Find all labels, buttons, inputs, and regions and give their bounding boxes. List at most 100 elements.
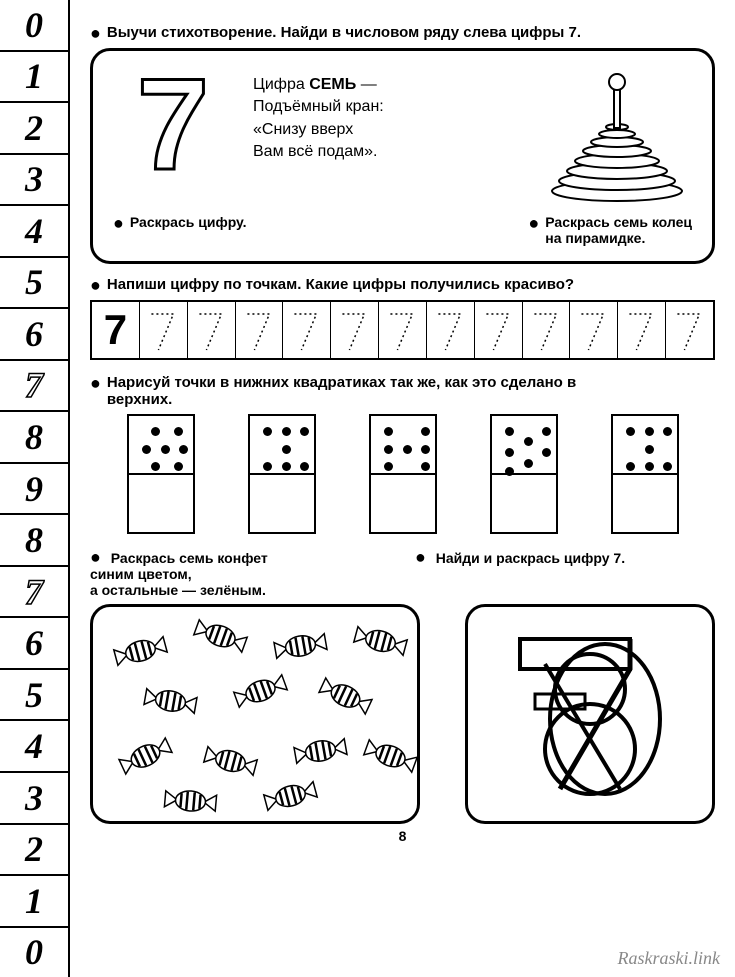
big-number-seven: 7 — [113, 66, 233, 183]
number-cell: 4 — [0, 721, 68, 773]
instruction-1: ● Выучи стихотворение. Найди в числовом … — [90, 24, 715, 42]
page-number: 8 — [90, 828, 715, 844]
number-cell: 7 — [0, 361, 68, 413]
dot — [174, 462, 183, 471]
dot — [524, 437, 533, 446]
number-cell: 9 — [0, 464, 68, 516]
domino — [490, 414, 558, 534]
trace-cell — [140, 302, 188, 358]
number-cell: 3 — [0, 773, 68, 825]
poem-text: Цифра СЕМЬ — Подъёмный кран: «Снизу ввер… — [253, 66, 522, 164]
trace-cell — [570, 302, 618, 358]
trace-cell — [523, 302, 571, 358]
dot — [282, 427, 291, 436]
dot — [282, 462, 291, 471]
number-cell: 0 — [0, 0, 68, 52]
dot — [263, 427, 272, 436]
candy-icon — [230, 668, 291, 713]
dot — [151, 462, 160, 471]
number-cell: 8 — [0, 412, 68, 464]
trace-cell — [618, 302, 666, 358]
instruction-3: ● Нарисуй точки в нижних квадратиках так… — [90, 374, 715, 408]
bullet-icon: ● — [90, 24, 101, 42]
domino-bottom — [371, 475, 435, 532]
domino-bottom — [250, 475, 314, 532]
candy-icon — [190, 613, 251, 658]
number-cell: 2 — [0, 103, 68, 155]
dot — [524, 459, 533, 468]
candy-icon — [291, 732, 350, 769]
number-cell: 1 — [0, 876, 68, 928]
dot — [421, 462, 430, 471]
candy-icon — [200, 740, 260, 781]
number-hunt-box — [465, 604, 715, 824]
bottom-instructions: ● Раскрась семь конфет синим цветом, а о… — [90, 548, 715, 598]
hidden-numbers-icon — [490, 619, 690, 809]
dot — [151, 427, 160, 436]
sub-instruction-1: ● Раскрась цифру. — [113, 214, 247, 246]
number-cell: 3 — [0, 155, 68, 207]
candy-icon — [141, 682, 200, 719]
bullet-icon: ● — [113, 214, 124, 232]
dot — [542, 448, 551, 457]
domino-top — [492, 416, 556, 475]
sub-instruction-2: ● Раскрась семь колецна пирамидке. — [528, 214, 692, 246]
dot — [421, 427, 430, 436]
number-cell: 4 — [0, 206, 68, 258]
bottom-boxes — [90, 604, 715, 824]
number-cell: 0 — [0, 928, 68, 977]
trace-cell — [188, 302, 236, 358]
number-cell: 6 — [0, 618, 68, 670]
number-cell: 5 — [0, 670, 68, 722]
domino-top — [129, 416, 193, 475]
domino — [127, 414, 195, 534]
candy-icon — [115, 732, 177, 781]
dot — [663, 427, 672, 436]
instruction-4: ● Раскрась семь конфет синим цветом, а о… — [90, 548, 390, 598]
content-area: ● Выучи стихотворение. Найди в числовом … — [70, 0, 735, 977]
domino-top — [613, 416, 677, 475]
trace-cell — [666, 302, 713, 358]
bullet-icon: ● — [528, 214, 539, 232]
domino — [248, 414, 316, 534]
bullet-icon: ● — [90, 374, 101, 392]
instruction-5: ● Найди и раскрась цифру 7. — [415, 548, 715, 598]
dot — [384, 462, 393, 471]
number-cell: 8 — [0, 515, 68, 567]
dot — [179, 445, 188, 454]
poem-box: 7 Цифра СЕМЬ — Подъёмный кран: «Снизу вв… — [90, 48, 715, 264]
candy-icon — [350, 620, 410, 661]
tracing-row: 7 — [90, 300, 715, 360]
trace-cell — [475, 302, 523, 358]
dot — [282, 445, 291, 454]
dot — [505, 427, 514, 436]
poem-box-top: 7 Цифра СЕМЬ — Подъёмный кран: «Снизу вв… — [113, 66, 692, 206]
candy-icon — [360, 733, 421, 778]
worksheet-page: 0123456789876543210 ● Выучи стихотворени… — [0, 0, 735, 977]
watermark-text: Raskraski.link — [618, 948, 720, 969]
dot — [384, 445, 393, 454]
dot — [505, 448, 514, 457]
domino-bottom — [492, 475, 556, 532]
number-cell: 6 — [0, 309, 68, 361]
dot — [645, 462, 654, 471]
dot — [626, 427, 635, 436]
bullet-icon: ● — [90, 547, 101, 567]
dot — [300, 462, 309, 471]
dot — [300, 427, 309, 436]
trace-cell — [427, 302, 475, 358]
bullet-icon: ● — [415, 547, 426, 567]
dot — [142, 445, 151, 454]
dot — [645, 427, 654, 436]
number-cell: 1 — [0, 52, 68, 104]
number-column: 0123456789876543210 — [0, 0, 70, 977]
trace-cell — [331, 302, 379, 358]
candy-icon — [110, 630, 170, 671]
dot — [421, 445, 430, 454]
instruction-1-text: Выучи стихотворение. Найди в числовом ря… — [107, 24, 581, 41]
instruction-2: ● Напиши цифру по точкам. Какие цифры по… — [90, 276, 715, 294]
poem-box-bottom: ● Раскрась цифру. ● Раскрась семь колецн… — [113, 214, 692, 246]
candy-icon — [260, 775, 320, 816]
trace-cell — [236, 302, 284, 358]
number-cell: 7 — [0, 567, 68, 619]
